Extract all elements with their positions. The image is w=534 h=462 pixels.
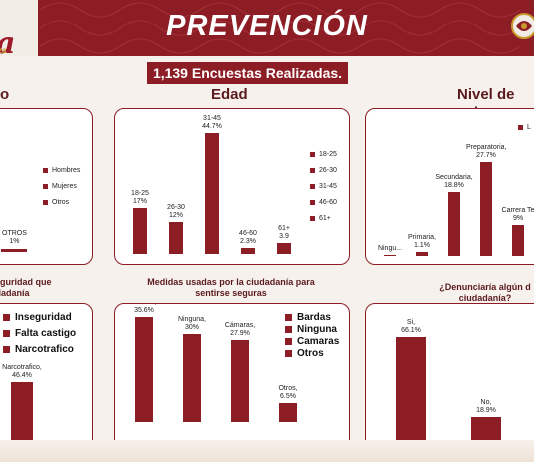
bar-nivel_estudios-4	[512, 225, 524, 256]
bar-nivel_estudios-2	[448, 192, 460, 256]
panel-genero: OTROS 1% Hombres Mujeres Otros	[0, 108, 93, 265]
legend-item-mujeres: Mujeres	[43, 183, 77, 190]
data-label-edad-4: 61+ 3.9	[278, 225, 290, 241]
legend-item-camaras: Camaras	[285, 336, 339, 347]
data-label-edad-2: 31-45 44.7%	[202, 115, 222, 131]
legend-item-46-60: 46-60	[310, 199, 337, 206]
data-label-nivel_estudios-3: Preparatoria, 27.7%	[466, 143, 507, 159]
data-label-inseguridad-0: Narcotrafico, 46.4%	[2, 364, 42, 380]
bar-edad-2	[205, 133, 219, 254]
legend-item-inseguridad: Inseguridad	[3, 312, 72, 323]
bar-nivel_estudios-3	[480, 161, 492, 256]
column-title-edad: Edad	[211, 86, 248, 103]
panel-title-denuncia: ¿Denunciaría algún d ciudadanía?	[439, 282, 531, 303]
bar-edad-3	[241, 247, 255, 254]
bar-otros	[1, 249, 27, 252]
bar-edad-1	[169, 221, 183, 254]
legend-item-31-45: 31-45	[310, 183, 337, 190]
bar-nivel_estudios-0	[384, 254, 396, 256]
legend-item-l: L	[518, 124, 531, 131]
legend-item-hombres: Hombres	[43, 167, 80, 174]
data-label-nivel_estudios-2: Secundaria, 18.8%	[435, 174, 473, 190]
data-label-nivel_estudios-1: Primaria, 1.1%	[407, 234, 436, 250]
data-label-medidas-3: Otros, 6.5%	[278, 384, 298, 400]
panel-nivel-estudios: Ningu... Primaria, 1.1% Secundaria, 18.8% P…	[365, 108, 534, 265]
data-label-edad-3: 46-60 2.3%	[239, 229, 257, 245]
panel-title-inseguridad: seguridad que udadanía	[0, 277, 52, 298]
data-label-otros: OTROS 1%	[2, 230, 27, 245]
legend-item-otros: Otros	[43, 199, 69, 206]
logo: a za	[0, 0, 38, 56]
bar-edad-4	[277, 243, 291, 254]
legend-item-61plus: 61+	[310, 215, 331, 222]
data-label-medidas-1: Ninguna, 30%	[177, 315, 207, 331]
data-label-edad-0: 18-25 17%	[131, 190, 149, 206]
data-label-nivel_estudios-4: Carrera Te 9%	[501, 207, 534, 223]
bar-nivel_estudios-1	[416, 252, 428, 256]
footer-band	[0, 440, 534, 462]
bar-medidas-0	[135, 316, 153, 422]
panel-edad: 18-25 17% 26-30 12% 31-45 44.7% 46-60 2.3% 6…	[114, 108, 350, 265]
legend-item-ninguna: Ninguna	[285, 324, 337, 335]
page-title: PREVENCIÓN	[166, 10, 368, 42]
legend-item-26-30: 26-30	[310, 167, 337, 174]
bar-denuncia-0	[396, 336, 426, 449]
surveys-count-badge: 1,139 Encuestas Realizadas.	[147, 62, 348, 84]
data-label-medidas-0: Bardas, 35.6%	[132, 304, 156, 314]
bar-edad-0	[133, 208, 147, 254]
data-label-nivel_estudios-0: Ningu...	[377, 244, 403, 252]
column-title-left: o	[0, 86, 10, 103]
header-banner: a za PREVENCIÓN	[0, 0, 534, 56]
legend-item-falta-castigo: Falta castigo	[3, 328, 76, 339]
legend-item-otros-medidas: Otros	[285, 348, 324, 359]
bar-medidas-1	[183, 333, 201, 422]
data-label-denuncia-0: Si, 66.1%	[401, 318, 421, 334]
header-pattern	[39, 2, 521, 54]
legend-item-bardas: Bardas	[285, 312, 331, 323]
legend-item-18-25: 18-25	[310, 151, 337, 158]
bar-inseguridad-0	[11, 382, 33, 447]
bar-medidas-3	[279, 402, 297, 422]
legend-item-narcotrafico: Narcotrafico	[3, 344, 74, 355]
panel-inseguridad: Inseguridad Falta castigo Narcotrafico N…	[0, 303, 93, 455]
data-label-medidas-2: Cámaras, 27.9%	[224, 321, 256, 337]
panel-denuncia: Si, 66.1% No, 18.9%	[365, 303, 534, 455]
panel-title-medidas: Medidas usadas por la ciudadanía para se…	[147, 277, 315, 298]
data-label-denuncia-1: No, 18.9%	[476, 398, 496, 414]
emblem-icon	[511, 13, 534, 39]
data-label-edad-1: 26-30 12%	[167, 203, 185, 219]
bar-medidas-2	[231, 339, 249, 422]
panel-medidas: Bardas, 35.6% Ninguna, 30% Cámaras, 27.9% O…	[114, 303, 350, 455]
